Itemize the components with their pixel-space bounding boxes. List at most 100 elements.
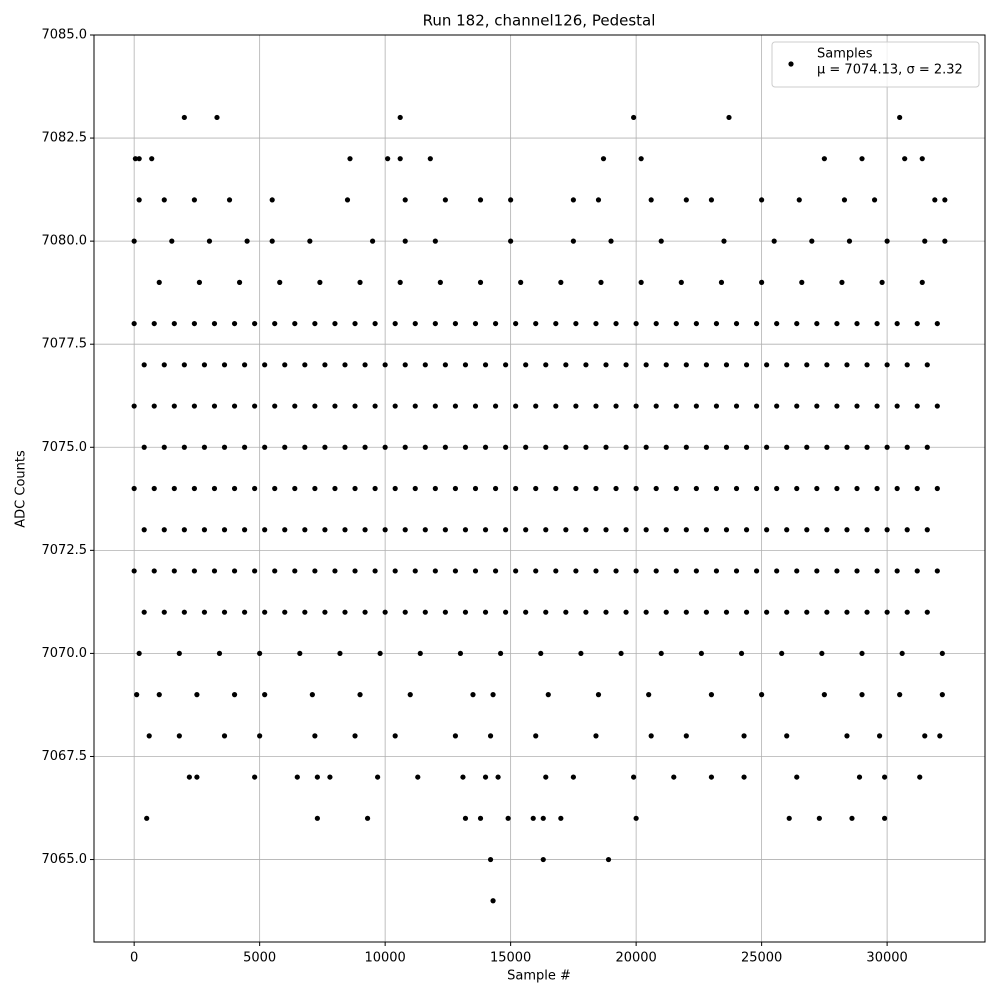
point — [322, 362, 328, 368]
point — [924, 527, 930, 533]
point — [302, 527, 308, 533]
point — [663, 527, 669, 533]
point — [804, 609, 810, 615]
point — [257, 733, 263, 739]
point — [703, 609, 710, 615]
point — [221, 609, 228, 615]
point — [322, 527, 328, 533]
point — [282, 362, 288, 368]
point — [608, 238, 614, 244]
point — [407, 692, 413, 698]
point — [312, 733, 318, 739]
point — [312, 485, 318, 492]
point — [613, 485, 619, 492]
point — [231, 692, 238, 698]
point — [553, 568, 559, 574]
point — [432, 320, 438, 327]
point — [141, 444, 147, 450]
point — [638, 279, 644, 285]
point — [673, 320, 679, 327]
point — [658, 650, 664, 657]
point — [221, 444, 228, 450]
point — [131, 485, 137, 492]
point — [631, 114, 637, 121]
point — [623, 527, 629, 533]
point — [646, 692, 652, 698]
point — [221, 733, 228, 739]
point — [578, 650, 584, 657]
point — [141, 527, 147, 533]
point — [342, 362, 348, 368]
point — [272, 320, 278, 327]
point — [816, 815, 822, 821]
point — [503, 444, 509, 450]
point — [221, 362, 228, 368]
point — [595, 692, 602, 698]
x-tick-label: 25000 — [741, 951, 782, 966]
point — [392, 733, 398, 739]
point — [309, 692, 315, 698]
point — [673, 568, 679, 574]
point — [482, 527, 489, 533]
point — [292, 320, 298, 327]
point — [583, 609, 589, 615]
point — [874, 320, 880, 327]
point — [894, 568, 900, 574]
point — [713, 568, 720, 574]
point — [487, 856, 494, 863]
point — [151, 485, 157, 492]
point — [216, 650, 223, 657]
point — [648, 733, 654, 739]
point — [653, 485, 659, 492]
point — [593, 568, 599, 574]
point — [412, 485, 418, 492]
point — [497, 650, 504, 657]
point — [462, 609, 469, 615]
point — [136, 156, 142, 162]
point — [201, 609, 208, 615]
point — [442, 609, 448, 615]
point — [422, 362, 428, 368]
point — [490, 898, 496, 904]
point — [161, 362, 167, 368]
point — [743, 444, 750, 450]
point — [322, 444, 328, 450]
point — [392, 403, 398, 409]
point — [653, 568, 659, 574]
point — [191, 485, 197, 492]
point — [844, 362, 850, 368]
point — [523, 362, 529, 368]
legend-note: μ = 7074.13, σ = 2.32 — [817, 63, 963, 78]
point — [784, 444, 790, 450]
point — [733, 568, 740, 574]
point — [563, 609, 569, 615]
point — [693, 568, 699, 574]
point — [653, 403, 659, 409]
point — [382, 527, 388, 533]
point — [904, 362, 910, 368]
point — [364, 815, 371, 821]
point — [472, 485, 479, 492]
point — [723, 362, 730, 368]
point — [570, 197, 576, 203]
point — [834, 485, 840, 492]
point — [241, 444, 248, 450]
y-tick-label: 7085.0 — [42, 28, 88, 43]
point — [633, 568, 639, 574]
point — [922, 238, 928, 244]
point — [759, 692, 765, 698]
point — [472, 403, 479, 409]
point — [764, 444, 770, 450]
point — [415, 774, 421, 780]
point — [914, 320, 920, 327]
point — [372, 403, 378, 409]
point — [252, 485, 258, 492]
point — [882, 774, 888, 780]
point — [741, 733, 747, 739]
point — [733, 485, 740, 492]
point — [613, 320, 619, 327]
point — [796, 197, 802, 203]
point — [593, 485, 599, 492]
point — [131, 320, 137, 327]
point — [713, 485, 720, 492]
